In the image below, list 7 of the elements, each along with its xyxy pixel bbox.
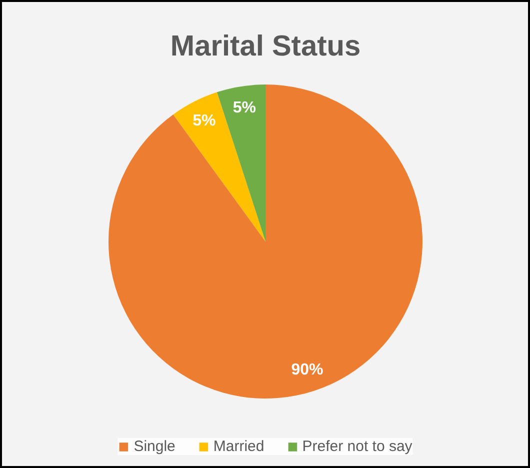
data-label: 90% <box>291 361 324 378</box>
chart-title: Marital Status <box>170 30 361 62</box>
legend-label: Married <box>213 438 264 455</box>
data-label: 5% <box>232 100 256 117</box>
legend-label: Prefer not to say <box>302 438 412 455</box>
legend-label: Single <box>134 438 176 455</box>
data-label: 5% <box>192 112 216 130</box>
